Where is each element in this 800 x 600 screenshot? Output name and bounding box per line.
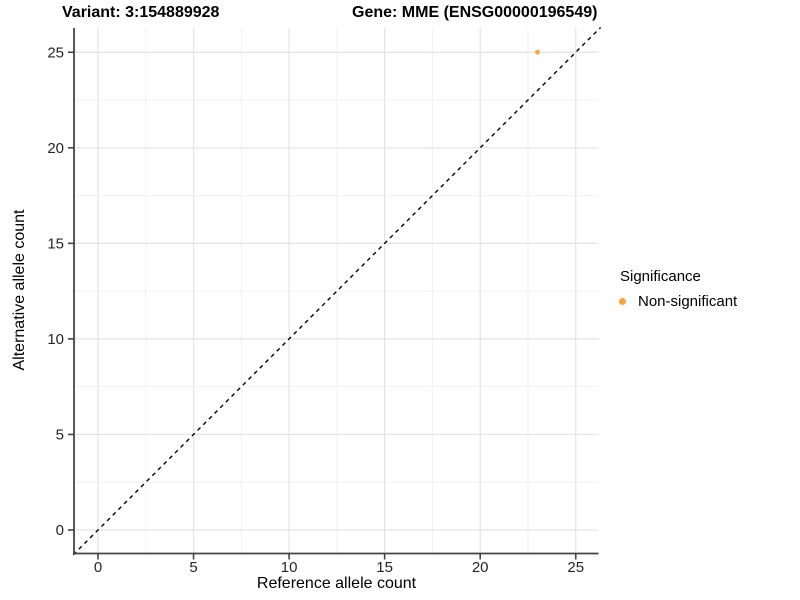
plot-title-gene: Gene: MME (ENSG00000196549) (352, 4, 598, 21)
legend-title: Significance (620, 268, 701, 285)
x-tick-label: 20 (472, 559, 489, 576)
y-tick-label: 10 (47, 331, 64, 348)
x-tick-label: 15 (376, 559, 393, 576)
legend: Significance Non-significant (618, 268, 737, 310)
data-point (535, 49, 540, 55)
y-tick-label: 20 (47, 140, 64, 157)
plot-title-variant: Variant: 3:154889928 (62, 4, 220, 21)
x-tick-label: 0 (94, 559, 102, 576)
x-axis-title: Reference allele count (256, 575, 417, 592)
x-tick-label: 25 (567, 559, 584, 576)
legend-item-non-significant: Non-significant (618, 293, 737, 310)
legend-key-dot-icon (619, 298, 626, 305)
y-tick-label: 25 (47, 44, 64, 61)
y-tick-label: 15 (47, 235, 64, 252)
y-tick-label: 0 (56, 522, 64, 539)
x-tick-label: 10 (281, 559, 298, 576)
x-tick-label: 5 (189, 559, 197, 576)
y-tick-label: 5 (56, 426, 64, 443)
legend-item-label: Non-significant (638, 293, 738, 310)
y-axis-title: Alternative allele count (11, 209, 28, 371)
